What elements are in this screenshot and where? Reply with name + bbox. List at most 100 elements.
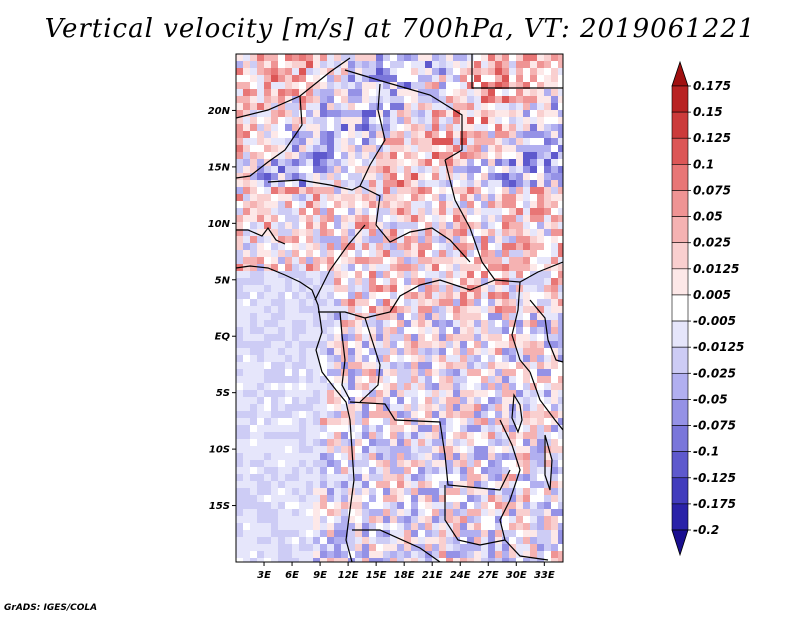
field-cell xyxy=(558,194,563,202)
field-cell xyxy=(285,75,293,83)
field-cell xyxy=(278,516,286,524)
field-cell xyxy=(355,208,363,216)
field-cell xyxy=(460,152,468,160)
field-cell xyxy=(523,145,531,153)
field-cell xyxy=(334,460,342,468)
field-cell xyxy=(439,285,447,293)
field-cell xyxy=(390,103,398,111)
field-cell xyxy=(509,264,517,272)
field-cell xyxy=(243,180,251,188)
field-cell xyxy=(446,453,454,461)
field-cell xyxy=(299,124,307,132)
field-cell xyxy=(313,187,321,195)
field-cell xyxy=(376,397,384,405)
field-cell xyxy=(502,236,510,244)
field-cell xyxy=(418,173,426,181)
field-cell xyxy=(425,187,433,195)
field-cell xyxy=(432,194,440,202)
field-cell xyxy=(404,488,412,496)
field-cell xyxy=(271,432,279,440)
field-cell xyxy=(250,68,258,76)
field-cell xyxy=(411,467,419,475)
field-cell xyxy=(320,124,328,132)
field-cell xyxy=(327,145,335,153)
field-cell xyxy=(411,425,419,433)
field-cell xyxy=(348,467,356,475)
field-cell xyxy=(327,194,335,202)
field-cell xyxy=(495,299,503,307)
field-cell xyxy=(439,82,447,90)
field-cell xyxy=(432,103,440,111)
field-cell xyxy=(551,390,559,398)
field-cell xyxy=(243,110,251,118)
field-cell xyxy=(264,334,272,342)
field-cell xyxy=(348,299,356,307)
field-cell xyxy=(376,117,384,125)
field-cell xyxy=(348,544,356,552)
field-cell xyxy=(418,306,426,314)
field-cell xyxy=(243,460,251,468)
field-cell xyxy=(285,306,293,314)
field-cell xyxy=(411,418,419,426)
field-cell xyxy=(544,551,552,559)
field-cell xyxy=(404,397,412,405)
field-cell xyxy=(411,278,419,286)
colorbar-label: -0.005 xyxy=(693,314,736,328)
field-cell xyxy=(397,61,405,69)
field-cell xyxy=(481,208,489,216)
field-cell xyxy=(348,166,356,174)
field-cell xyxy=(271,502,279,510)
field-cell xyxy=(439,145,447,153)
field-cell xyxy=(348,432,356,440)
field-cell xyxy=(299,306,307,314)
field-cell xyxy=(425,397,433,405)
field-cell xyxy=(418,537,426,545)
field-cell xyxy=(530,96,538,104)
field-cell xyxy=(418,96,426,104)
field-cell xyxy=(467,453,475,461)
field-cell xyxy=(425,474,433,482)
field-cell xyxy=(271,145,279,153)
field-cell xyxy=(551,124,559,132)
field-cell xyxy=(502,341,510,349)
field-cell xyxy=(285,320,293,328)
field-cell xyxy=(278,544,286,552)
field-cell xyxy=(439,460,447,468)
field-cell xyxy=(439,229,447,237)
field-cell xyxy=(334,327,342,335)
field-cell xyxy=(271,537,279,545)
field-cell xyxy=(523,96,531,104)
field-cell xyxy=(439,271,447,279)
field-cell xyxy=(551,61,559,69)
field-cell xyxy=(397,376,405,384)
field-cell xyxy=(474,341,482,349)
field-cell xyxy=(481,467,489,475)
field-cell xyxy=(467,180,475,188)
field-cell xyxy=(558,103,563,111)
field-cell xyxy=(509,313,517,321)
field-cell xyxy=(474,68,482,76)
field-cell xyxy=(453,250,461,258)
field-cell xyxy=(432,411,440,419)
field-cell xyxy=(502,299,510,307)
field-cell xyxy=(306,68,314,76)
field-cell xyxy=(474,306,482,314)
field-cell xyxy=(306,369,314,377)
field-cell xyxy=(411,460,419,468)
field-cell xyxy=(376,264,384,272)
field-cell xyxy=(327,474,335,482)
field-cell xyxy=(544,229,552,237)
field-cell xyxy=(271,124,279,132)
field-cell xyxy=(355,404,363,412)
field-cell xyxy=(432,215,440,223)
field-cell xyxy=(383,243,391,251)
field-cell xyxy=(278,453,286,461)
field-cell xyxy=(362,369,370,377)
field-cell xyxy=(453,117,461,125)
field-cell xyxy=(523,229,531,237)
field-cell xyxy=(432,397,440,405)
field-cell xyxy=(495,54,503,62)
field-cell xyxy=(257,439,265,447)
field-cell xyxy=(474,474,482,482)
field-cell xyxy=(243,439,251,447)
